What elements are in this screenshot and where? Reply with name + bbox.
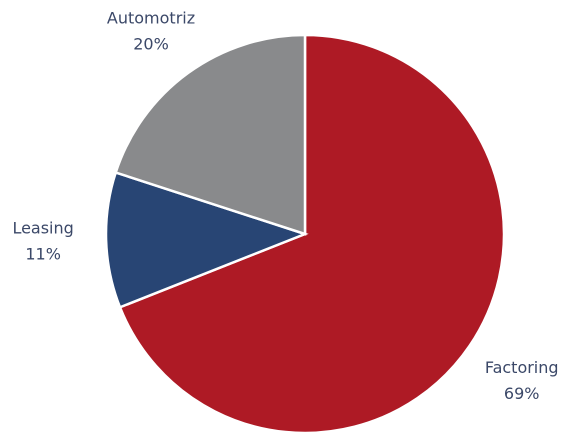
slice-value-label: 69% (504, 384, 540, 403)
pie-slice (114, 33, 307, 236)
slice-value-label: 20% (133, 35, 169, 54)
pie-slice (118, 33, 506, 433)
slice-label: Automotriz (107, 9, 195, 28)
slice-value-label: 11% (25, 245, 61, 264)
slice-label: Leasing (12, 219, 73, 238)
slice-label: Factoring (485, 358, 559, 377)
pie-slice (104, 170, 309, 309)
